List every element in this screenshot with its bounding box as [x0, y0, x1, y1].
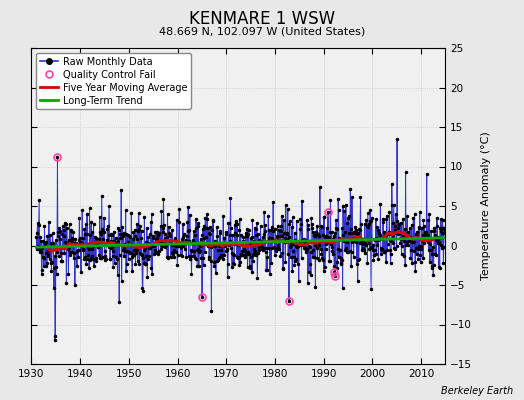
- Text: KENMARE 1 WSW: KENMARE 1 WSW: [189, 10, 335, 28]
- Y-axis label: Temperature Anomaly (°C): Temperature Anomaly (°C): [481, 132, 490, 280]
- Legend: Raw Monthly Data, Quality Control Fail, Five Year Moving Average, Long-Term Tren: Raw Monthly Data, Quality Control Fail, …: [36, 53, 191, 109]
- Text: Berkeley Earth: Berkeley Earth: [441, 386, 514, 396]
- Text: 48.669 N, 102.097 W (United States): 48.669 N, 102.097 W (United States): [159, 26, 365, 36]
